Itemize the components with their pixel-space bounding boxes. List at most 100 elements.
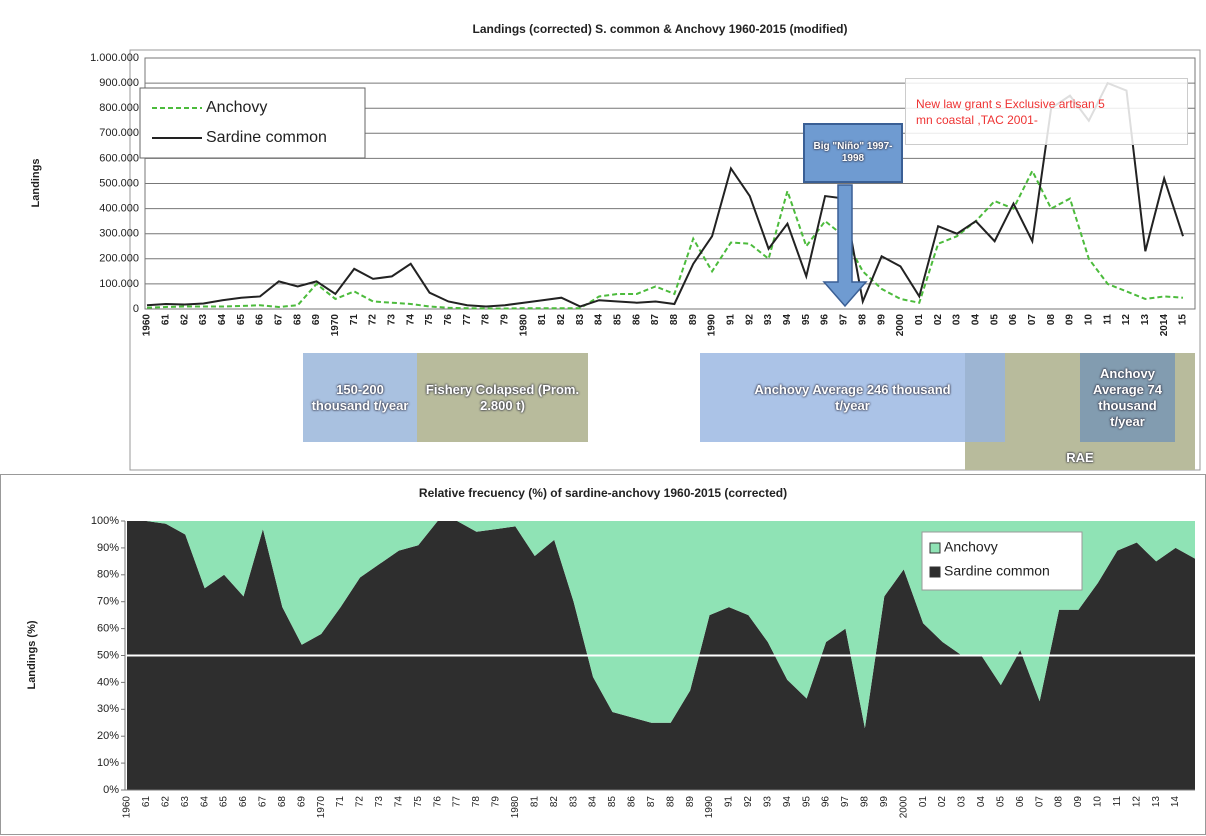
y-tick-label: 400.000 [99,203,139,215]
x-tick-label: 1980 [518,314,529,337]
x-tick-label: 13 [1151,796,1162,808]
x-tick-label: 83 [575,314,586,326]
x-tick-label: 15 [1178,314,1189,326]
x-tick-label: 84 [588,796,599,808]
annotation: Anchovy Average 246 thousand t/year [700,353,1005,442]
legend-label: Anchovy [206,99,267,116]
x-tick-label: 13 [1140,314,1151,326]
x-tick-label: 02 [937,796,948,808]
x-tick-label: 68 [277,796,288,808]
x-tick-label: 92 [743,796,754,808]
x-tick-label: 14 [1170,796,1181,808]
x-tick-label: 11 [1112,796,1123,807]
x-tick-label: 62 [160,796,171,808]
y-tick-label: 200.000 [99,253,139,265]
annotation-text: RAE [1066,450,1094,465]
y-axis-label: Landings (%) [26,620,38,689]
x-tick-label: 12 [1131,796,1142,808]
y-tick-label: 50% [97,649,119,661]
legend-label: Sardine common [944,563,1050,579]
x-tick-label: 79 [491,796,502,808]
x-tick-label: 65 [219,796,230,808]
annotation: New law grant s Exclusive artisan 5 mn c… [905,78,1188,145]
x-tick-label: 62 [179,314,190,326]
annotation-text: 150-200 thousand t/year [311,381,409,413]
x-tick-label: 64 [199,796,210,808]
annotation-text: Fishery Colapsed (Prom. 2.800 t) [425,381,580,413]
x-tick-label: 03 [957,796,968,808]
x-tick-label: 07 [1027,314,1038,326]
x-tick-label: 72 [368,314,379,326]
annotation-text: Anchovy Average 74 thousand t/year [1093,365,1162,429]
x-tick-label: 06 [1008,314,1019,326]
y-tick-label: 80% [97,569,119,581]
y-tick-label: 100% [91,515,119,527]
plot-frame [144,57,1196,310]
x-tick-label: 1960 [122,796,133,819]
x-tick-label: 99 [879,796,890,808]
x-tick-label: 98 [860,796,871,808]
x-tick-label: 81 [529,796,540,808]
y-axis-label: Landings [30,159,42,208]
x-tick-label: 85 [613,314,624,326]
y-tick-label: 700.000 [99,127,139,139]
x-tick-label: 78 [471,796,482,808]
x-tick-label: 88 [669,314,680,326]
x-tick-label: 82 [556,314,567,326]
x-tick-label: 83 [568,796,579,808]
chart-title: Landings (corrected) S. common & Anchovy… [473,22,848,36]
x-tick-label: 73 [387,314,398,326]
x-tick-label: 1990 [704,796,715,819]
x-tick-label: 86 [631,314,642,326]
legend-box [921,531,1083,591]
x-tick-label: 05 [989,314,1000,326]
x-tick-label: 2000 [898,796,909,819]
x-tick-label: 78 [481,314,492,326]
x-tick-label: 09 [1065,314,1076,326]
x-tick-label: 63 [180,796,191,808]
series-area [127,521,1195,790]
x-tick-label: 92 [744,314,755,326]
x-tick-label: 11 [1102,314,1113,325]
annotation-text: New law grant s Exclusive artisan 5 mn c… [916,96,1105,127]
y-tick-label: 20% [97,730,119,742]
x-tick-label: 69 [311,314,322,326]
y-tick-label: 100.000 [99,278,139,290]
x-tick-label: 82 [549,796,560,808]
x-tick-label: 96 [821,796,832,808]
x-tick-label: 08 [1046,314,1057,326]
x-tick-label: 63 [198,314,209,326]
y-tick-label: 900.000 [99,77,139,89]
chart-frame [129,49,1201,471]
x-tick-label: 02 [933,314,944,326]
x-tick-label: 91 [726,314,737,326]
x-tick-label: 68 [292,314,303,326]
x-tick-label: 61 [141,796,152,808]
legend-swatch [929,542,941,554]
y-tick-label: 90% [97,542,119,554]
annotation: Fishery Colapsed (Prom. 2.800 t) [417,353,588,442]
annotation-text: Anchovy Average 246 thousand t/year [754,381,951,413]
series-line [146,168,1184,310]
x-tick-label: 89 [688,314,699,326]
legend-label: Anchovy [944,539,998,555]
x-tick-label: 76 [432,796,443,808]
annotation: Big "Niño" 1997-1998 [803,123,903,183]
x-tick-label: 99 [876,314,887,326]
x-tick-label: 01 [914,314,925,326]
series-line [146,81,1184,308]
x-tick-label: 04 [970,314,981,326]
x-tick-label: 85 [607,796,618,808]
chart-title: Relative frecuency (%) of sardine-anchov… [419,486,787,500]
x-tick-label: 93 [763,314,774,326]
x-tick-label: 91 [724,796,735,808]
x-tick-label: 06 [1015,796,1026,808]
x-tick-label: 76 [443,314,454,326]
x-tick-label: 87 [646,796,657,808]
x-tick-label: 79 [500,314,511,326]
x-tick-label: 89 [685,796,696,808]
x-tick-label: 07 [1034,796,1045,808]
x-tick-label: 94 [782,796,793,808]
x-tick-label: 75 [424,314,435,326]
y-tick-label: 800.000 [99,102,139,114]
